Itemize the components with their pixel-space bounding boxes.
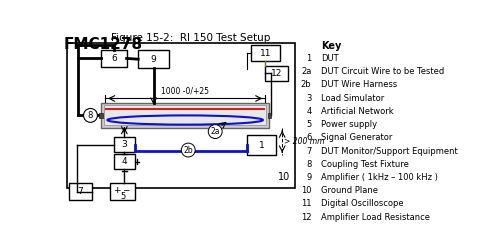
Text: 10: 10 [301,186,312,195]
Text: Figure 15-2:  RI 150 Test Setup: Figure 15-2: RI 150 Test Setup [111,33,270,43]
Text: 5: 5 [306,120,312,129]
Bar [99,113,103,118]
Text: 2a: 2a [301,67,312,76]
Text: 4: 4 [306,107,312,116]
Bar [267,113,271,118]
Text: Key: Key [321,42,342,52]
Text: 1000 -0/+25: 1000 -0/+25 [161,86,209,95]
Text: 8: 8 [306,160,312,169]
Text: 4: 4 [121,157,127,166]
Bar [101,103,269,128]
Text: 12: 12 [271,69,283,78]
Bar [247,135,276,156]
Text: DUT Circuit Wire to be Tested: DUT Circuit Wire to be Tested [321,67,444,76]
Text: 11: 11 [301,200,312,208]
Bar [251,44,280,61]
Text: > 200 mm: > 200 mm [285,137,325,146]
Text: 2b: 2b [183,146,193,155]
Bar [114,137,135,152]
Text: Ground Plane: Ground Plane [321,186,378,195]
Circle shape [208,125,222,139]
Text: Amplifier Load Resistance: Amplifier Load Resistance [321,213,430,222]
Text: Power supply: Power supply [321,120,377,129]
Text: 8: 8 [88,111,93,120]
Text: 9: 9 [151,55,156,64]
Text: +: + [113,186,120,195]
Text: FMC1278: FMC1278 [63,37,143,52]
Text: Amplifier ( 1kHz – 100 kHz ): Amplifier ( 1kHz – 100 kHz ) [321,173,438,182]
Text: Signal Generator: Signal Generator [321,133,392,142]
Text: 6: 6 [111,54,117,63]
Text: Digital Oscilloscope: Digital Oscilloscope [321,200,403,208]
Text: 7: 7 [78,187,84,196]
Text: 1: 1 [259,141,264,150]
Text: DUT: DUT [321,54,338,63]
Text: 10: 10 [277,172,290,182]
Bar [110,183,135,200]
Text: 2b: 2b [301,80,312,89]
Bar [138,50,169,69]
Text: 9: 9 [306,173,312,182]
Bar [265,66,288,81]
Circle shape [181,143,195,157]
Bar [101,50,127,67]
Text: 3: 3 [121,140,127,149]
Text: 12: 12 [301,213,312,222]
Bar [69,183,92,200]
Text: 11: 11 [260,49,271,58]
Text: 5: 5 [120,192,125,201]
Text: Artificial Network: Artificial Network [321,107,393,116]
Text: −: − [122,186,130,195]
Text: 6: 6 [306,133,312,142]
Bar [114,154,135,169]
Circle shape [84,108,97,122]
Text: DUT Monitor/Support Equipment: DUT Monitor/Support Equipment [321,147,457,156]
Text: DUT Wire Harness: DUT Wire Harness [321,80,397,89]
Text: Load Simulator: Load Simulator [321,94,384,103]
Text: 7: 7 [306,147,312,156]
Bar [67,43,295,188]
Text: Coupling Test Fixture: Coupling Test Fixture [321,160,408,169]
Text: 2a: 2a [210,127,220,136]
Bar [104,105,266,125]
Text: 1: 1 [306,54,312,63]
Text: 3: 3 [306,94,312,103]
